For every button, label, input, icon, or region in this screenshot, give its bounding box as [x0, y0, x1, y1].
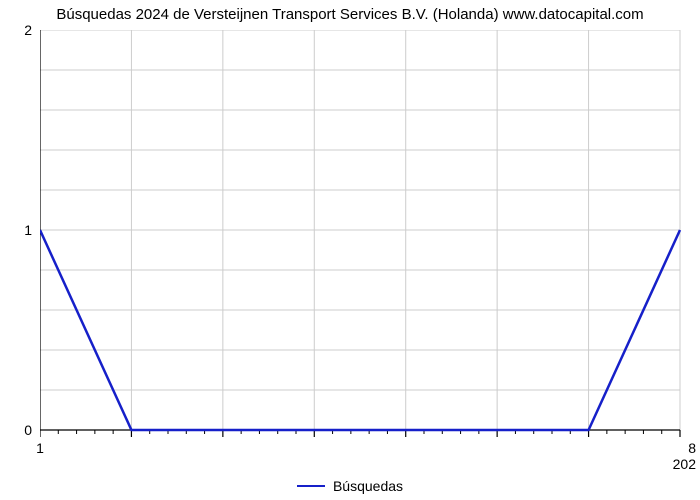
y-tick-label: 1	[12, 222, 32, 238]
y-tick-label: 2	[12, 22, 32, 38]
x-right-label: 8	[688, 440, 696, 456]
x-tick-label: 1	[36, 440, 44, 456]
plot-area	[40, 30, 682, 442]
chart-container: Búsquedas 2024 de Versteijnen Transport …	[0, 0, 700, 500]
chart-title: Búsquedas 2024 de Versteijnen Transport …	[0, 6, 700, 23]
legend: Búsquedas	[0, 474, 700, 494]
x-right-label: 202	[673, 456, 696, 472]
legend-swatch	[297, 485, 325, 487]
y-tick-label: 0	[12, 422, 32, 438]
legend-label: Búsquedas	[333, 478, 403, 494]
legend-item: Búsquedas	[297, 478, 403, 494]
